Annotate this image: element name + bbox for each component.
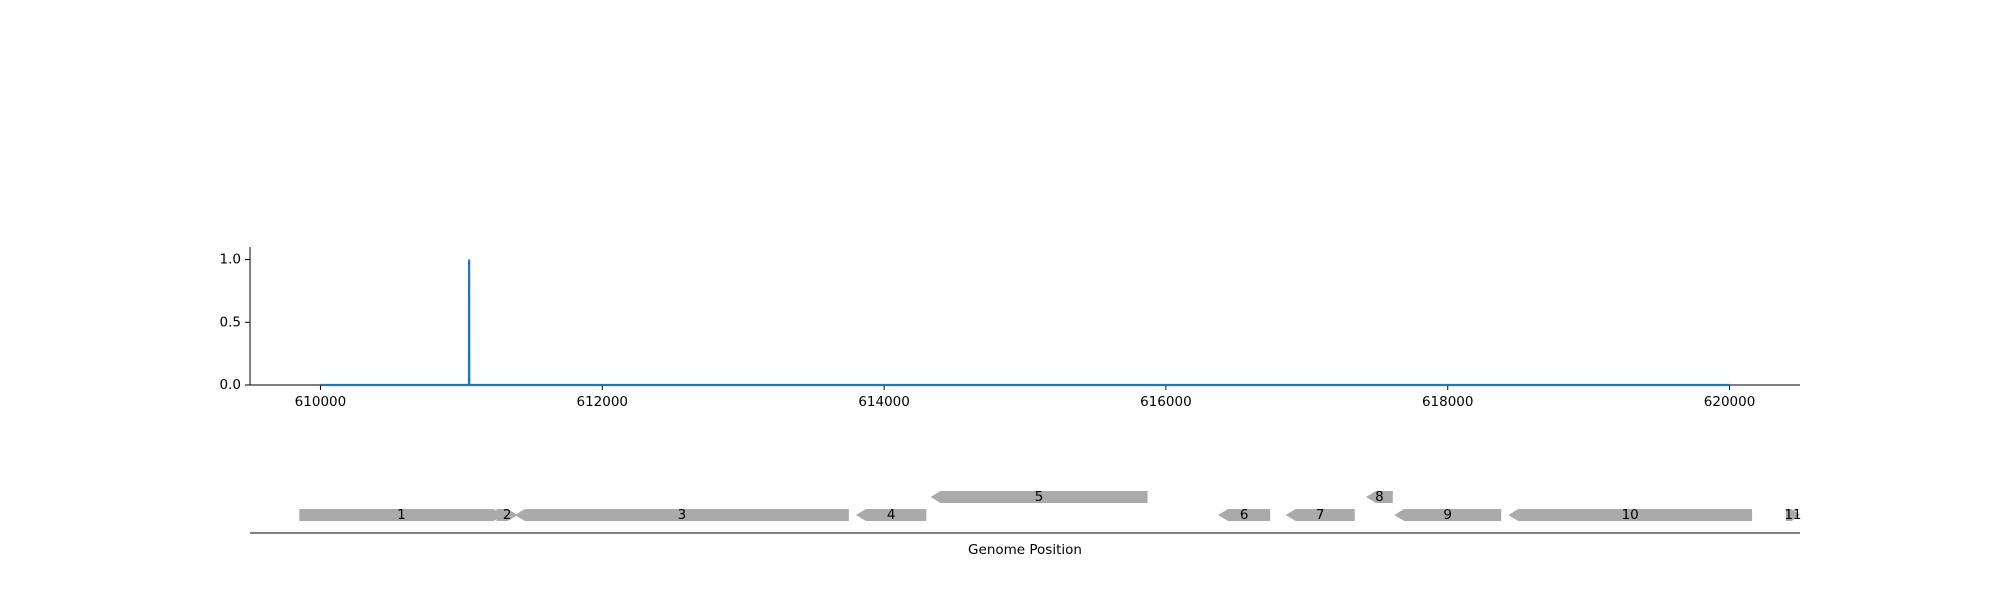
gene-label-4: 4 (887, 507, 896, 523)
gene-arrow-7 (1285, 509, 1355, 521)
y-ticks: 0.0 0.5 1.0 (220, 252, 250, 393)
y-tick-label: 0.0 (220, 377, 241, 393)
x-tick-label: 618000 (1422, 394, 1474, 410)
gene-arrow-6 (1218, 509, 1271, 521)
y-tick-label: 1.0 (220, 252, 241, 268)
gene-label-1: 1 (397, 507, 406, 523)
gene-arrow-5 (930, 491, 1148, 503)
coverage-series-line (320, 259, 1730, 387)
x-tick-label: 612000 (576, 394, 628, 410)
genes-layer: 1 2 3 4 5 6 7 8 9 10 11 (299, 489, 1802, 523)
gene-label-5: 5 (1035, 489, 1044, 505)
x-tick-label: 610000 (295, 394, 347, 410)
x-tick-label: 616000 (1140, 394, 1192, 410)
gene-arrow-4 (855, 509, 927, 521)
coverage-plot: 0.0 0.5 1.0 610000 612000 614000 616000 618000… (220, 247, 1800, 410)
gene-arrow-2 (496, 509, 518, 521)
gene-label-10: 10 (1622, 507, 1639, 523)
gene-label-9: 9 (1443, 507, 1452, 523)
gene-label-3: 3 (678, 507, 687, 523)
gene-label-8: 8 (1375, 489, 1384, 505)
gene-arrow-11 (1785, 509, 1800, 521)
gene-arrow-10 (1508, 509, 1753, 521)
x-ticks: 610000 612000 614000 616000 618000 620000 (295, 385, 1756, 410)
gene-arrow-9 (1394, 509, 1502, 521)
series-layer (320, 259, 1730, 387)
gene-label-11: 11 (1784, 507, 1801, 523)
x-tick-label: 614000 (858, 394, 910, 410)
gene-track: 1 2 3 4 5 6 7 8 9 10 11 Genome Position (250, 489, 1802, 558)
gene-label-6: 6 (1240, 507, 1249, 523)
gene-label-2: 2 (503, 507, 512, 523)
gene-label-7: 7 (1316, 507, 1325, 523)
gene-arrow-3 (514, 509, 849, 521)
gene-arrow-8 (1366, 491, 1393, 503)
x-axis-title: Genome Position (968, 542, 1082, 558)
gene-arrow-1 (299, 509, 504, 521)
x-tick-label: 620000 (1704, 394, 1756, 410)
y-tick-label: 0.5 (220, 314, 241, 330)
